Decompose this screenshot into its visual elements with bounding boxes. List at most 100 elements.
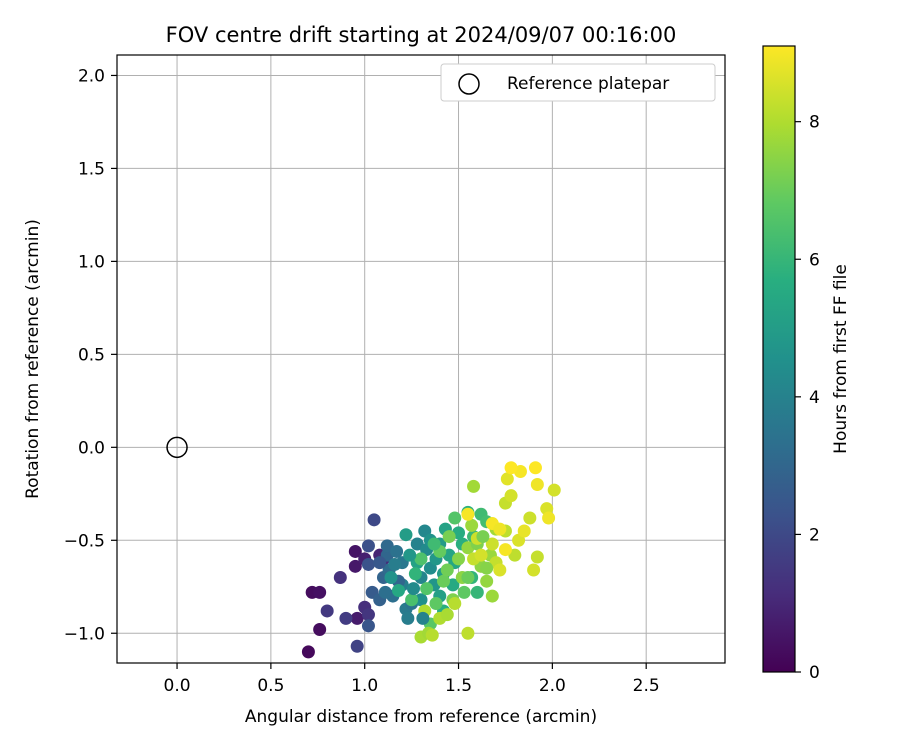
legend: Reference platepar <box>440 63 716 102</box>
scatter-point <box>474 548 488 562</box>
scatter-point <box>350 639 364 653</box>
chart-title: FOV centre drift starting at 2024/09/07 … <box>166 23 677 47</box>
scatter-point <box>313 623 327 637</box>
scatter-point <box>467 479 481 493</box>
scatter-point <box>380 539 394 553</box>
scatter-point <box>530 550 544 564</box>
scatter-point <box>440 563 454 577</box>
y-tick-label: 2.0 <box>78 66 105 86</box>
scatter-point <box>493 563 507 577</box>
scatter-point <box>461 570 475 584</box>
scatter-point <box>442 530 456 544</box>
x-tick-label: 1.5 <box>445 676 472 696</box>
scatter-point <box>448 597 462 611</box>
scatter-point <box>440 608 454 622</box>
y-tick-label: 1.0 <box>78 252 105 272</box>
scatter-point <box>461 507 475 521</box>
scatter-point <box>384 570 398 584</box>
colorbar-tick-label: 6 <box>809 250 820 270</box>
scatter-point <box>476 530 490 544</box>
reference-point-marker <box>166 436 188 459</box>
scatter-point <box>452 552 466 566</box>
scatter-point <box>361 539 375 553</box>
scatter-point <box>361 619 375 633</box>
scatter-point <box>408 567 422 581</box>
scatter-point <box>414 593 428 607</box>
scatter-point <box>388 557 402 571</box>
scatter-point <box>414 552 428 566</box>
scatter-point <box>403 548 417 562</box>
scatter-point <box>405 593 419 607</box>
scatter-point <box>350 611 364 625</box>
y-axis-label: Rotation from reference (arcmin) <box>23 219 43 499</box>
y-tick-label: −0.5 <box>64 531 105 551</box>
scatter-points <box>301 461 561 659</box>
colorbar-tick-label: 2 <box>809 525 820 545</box>
scatter-point <box>361 608 375 622</box>
x-tick-label: 0.5 <box>257 676 284 696</box>
colorbar-tick-label: 4 <box>809 388 820 408</box>
scatter-point <box>391 583 405 597</box>
scatter-point <box>390 544 404 558</box>
scatter-point <box>528 461 542 475</box>
scatter-point <box>361 557 375 571</box>
scatter-point <box>504 461 518 475</box>
scatter-point <box>313 585 327 599</box>
scatter-point <box>493 522 507 536</box>
scatter-point <box>301 645 315 659</box>
scatter-point <box>530 478 544 492</box>
colorbar-tick-label: 0 <box>809 663 820 683</box>
scatter-point <box>420 582 434 596</box>
scatter-point <box>425 628 439 642</box>
x-tick-label: 2.5 <box>633 676 660 696</box>
scatter-point <box>410 537 424 551</box>
scatter-point <box>416 611 430 625</box>
scatter-point <box>461 626 475 640</box>
scatter-point <box>373 556 387 570</box>
x-axis-label: Angular distance from reference (arcmin) <box>245 707 597 727</box>
scatter-point <box>517 524 531 538</box>
scatter-point <box>485 589 499 603</box>
x-axis-ticks: 0.0 0.5 1.0 1.5 2.0 2.5 <box>164 663 660 696</box>
x-tick-label: 1.0 <box>351 676 378 696</box>
plot-frame <box>116 54 726 664</box>
scatter-point <box>504 489 518 503</box>
scatter-point <box>448 511 462 525</box>
scatter-point <box>406 582 420 596</box>
scatter-point <box>427 537 441 551</box>
y-axis-ticks: 2.0 1.5 1.0 0.5 0.0 −0.5 −1.0 <box>64 66 117 644</box>
x-tick-label: 2.0 <box>539 676 566 696</box>
scatter-point <box>498 543 512 557</box>
y-tick-label: 0.0 <box>78 438 105 458</box>
scatter-point <box>378 585 392 599</box>
scatter-point <box>480 574 494 588</box>
x-tick-label: 0.0 <box>164 676 191 696</box>
scatter-point <box>401 611 415 625</box>
scatter-point <box>457 585 471 599</box>
scatter-point <box>333 570 347 584</box>
y-tick-label: −1.0 <box>64 624 105 644</box>
legend-label: Reference platepar <box>507 74 669 94</box>
colorbar-label: Hours from first FF file <box>831 264 851 454</box>
legend-box <box>440 63 716 102</box>
scatter-point <box>429 597 443 611</box>
scatter-point <box>437 574 451 588</box>
scatter-point <box>500 472 514 486</box>
scatter-point <box>480 561 494 575</box>
scatter-point <box>320 604 334 618</box>
y-tick-label: 1.5 <box>78 159 105 179</box>
scatter-point <box>367 513 381 527</box>
scatter-point <box>485 537 499 551</box>
scatter-point <box>542 511 556 525</box>
scatter-point <box>527 563 541 577</box>
scatter-point <box>348 544 362 558</box>
scatter-point <box>470 585 484 599</box>
legend-marker <box>458 73 480 95</box>
colorbar-ticks: 0 2 4 6 8 <box>795 113 820 683</box>
scatter-point <box>465 518 479 532</box>
scatter-point <box>547 483 561 497</box>
scatter-point <box>399 528 413 542</box>
scatter-point <box>339 611 353 625</box>
scatter-point <box>508 548 522 562</box>
